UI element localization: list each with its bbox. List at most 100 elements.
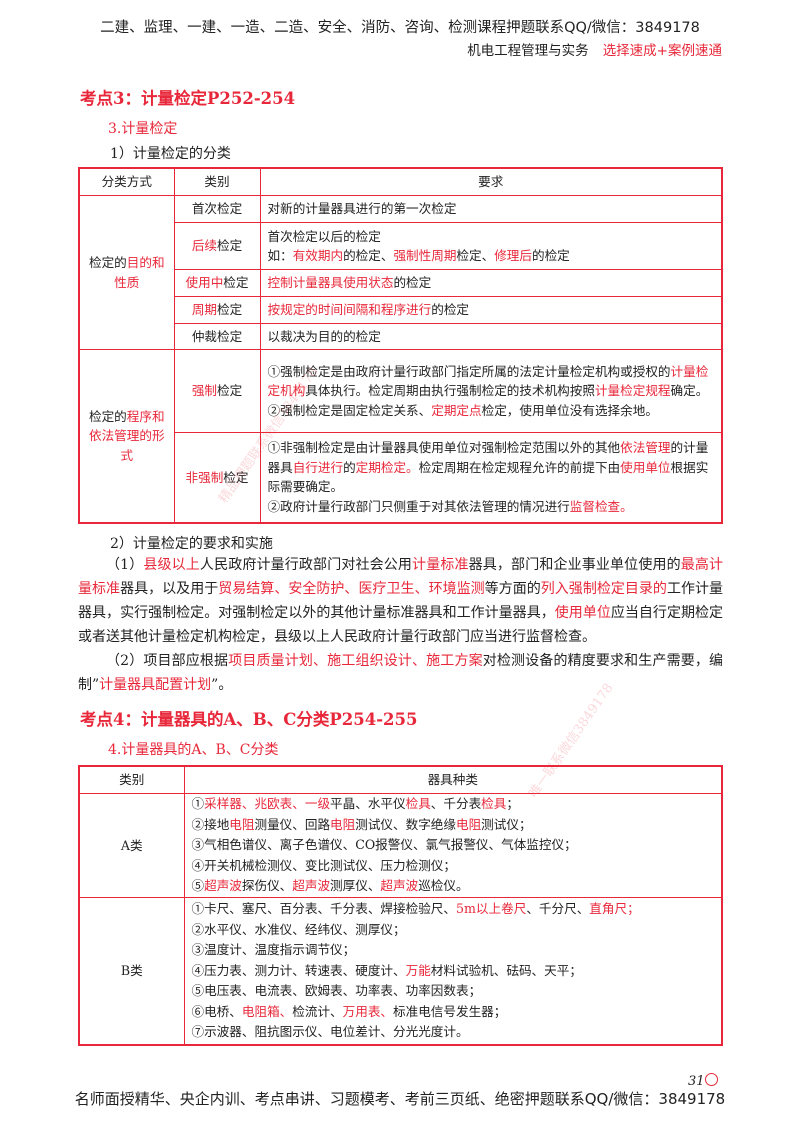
text-segment: 工作计量器具，实行强制检定。对强制检定以外的其他计量标准器具和工作计量器具， (78, 581, 724, 621)
highlighted-text: 计量器具配置计划 (99, 677, 212, 693)
page-number: 31 (688, 1074, 705, 1089)
requirement-line: ①强制检定是由政府计量行政部门指定所属的法定计量检定机构或授权的计量检定机构具体… (268, 362, 715, 401)
requirement-line: ②政府计量行政部门只侧重于对其依法管理的情况进行监督检查。 (268, 497, 715, 517)
section3-sub1: 1）计量检定的分类 (110, 146, 231, 162)
highlighted-text: 强制 (191, 383, 217, 399)
instrument-list-cell: ①采样器、兆欧表、一级平晶、水平仪检具、千分表检具； ②接地电阻测量仪、回路电阻测… (183, 793, 723, 898)
highlighted-text: 计量标准 (412, 557, 469, 573)
col-header: 要求 (259, 167, 723, 196)
requirement-cell: 控制计量器具使用状态的检定 (259, 269, 723, 297)
category-cell: 强制检定 (173, 349, 261, 433)
paragraph: （1）县级以上人民政府计量行政部门对社会公用计量标准器具，部门和企业事业单位使用… (78, 553, 723, 649)
requirement-line: 首次检定以后的检定 (268, 227, 715, 247)
highlighted-text: 控制计量器具使用状态 (267, 275, 394, 291)
text-segment: 的检定 (531, 248, 570, 263)
classification-method-cell: 检定的目的和性质 (78, 195, 175, 350)
highlighted-text: 使用中 (185, 275, 224, 291)
verification-classification-table: 分类方式 类别 要求 检定的目的和性质 首次检定 对新的计量器具进行的第一次检定 后续… (78, 167, 723, 524)
highlighted-text: 5m以上卷尺 (455, 901, 527, 916)
text-segment: ②强制检定是固定检定关系、 (267, 402, 432, 418)
text-segment: 标准电信号发生器； (393, 1003, 507, 1019)
table-row: 仲裁检定 以裁决为目的的检定 (79, 323, 723, 350)
table-row: B类 ①卡尺、塞尺、百分表、千分表、焊接检验尺、5m以上卷尺、千分尺、直角尺； ②水… (78, 896, 723, 1046)
highlighted-text: 电阻 (330, 816, 356, 832)
highlighted-text: 直角尺； (589, 901, 640, 916)
text-segment: ①强制检定是由政府计量行政部门指定所属的法定计量检定机构或授权的 (267, 363, 671, 379)
text-segment: ⑦示波器、阻抗图示仪、电位差计、分光光度计。 (191, 1024, 469, 1039)
table-row: 检定的目的和性质 首次检定 对新的计量器具进行的第一次检定 (78, 195, 723, 350)
highlighted-text: 周期 (191, 302, 217, 318)
highlighted-text: 超声波 (292, 878, 331, 893)
text-segment: 检定 (217, 302, 243, 318)
text-segment: 人民政府计量行政部门对社会公用 (199, 557, 413, 573)
text-segment: 测厚仪、 (330, 878, 381, 893)
requirement-cell: 按规定的时间间隔和程序进行的检定 (259, 296, 723, 324)
text-segment: ②政府计量行政部门只侧重于对其依法管理的情况进行 (267, 498, 570, 514)
col-header: 器具种类 (183, 765, 723, 794)
category-cell: 后续检定 (173, 222, 261, 270)
section4-subtitle: 4.计量器具的A、B、C分类 (108, 742, 279, 758)
text-segment: ③气相色谱仪、离子色谱仪、CO报警仪、氯气报警仪、气体监控仪； (191, 837, 577, 852)
text-segment: 检定 (217, 238, 243, 254)
requirement-cell: 以裁决为目的的检定 (259, 323, 723, 350)
text-segment: ⑥电桥、 (191, 1003, 242, 1019)
highlighted-text: 使用单位 (554, 605, 611, 621)
text-segment: 以裁决为目的的检定 (267, 328, 381, 344)
text-segment: 根据实际需要确定。 (267, 459, 709, 495)
text-segment: 确定。 (670, 383, 709, 399)
alarm-clock-icon (705, 1073, 718, 1086)
text-segment: ⑤电压表、电流表、欧姆表、功率表、功率因数表； (191, 983, 482, 998)
section3-sub2: 2）计量检定的要求和实施 (110, 536, 273, 552)
text-segment: 平晶、水平仪 (330, 796, 406, 811)
category-cell: 仲裁检定 (173, 323, 261, 350)
highlighted-text: 定期检定。 (355, 459, 419, 475)
instrument-line: ⑤超声波探伤仪、超声波测厚仪、超声波巡检仪。 (192, 876, 715, 897)
highlighted-text: 最高计量标准 (78, 557, 724, 597)
text-segment: 探伤仪、 (241, 878, 293, 893)
text-segment: 的检定 (393, 275, 432, 291)
highlighted-text: 计量检定规程 (594, 383, 671, 399)
requirement-line: 对新的计量器具进行的第一次检定 (268, 199, 715, 219)
highlighted-text: 程序和依法管理的形式 (88, 408, 165, 463)
text-segment: ① (191, 796, 205, 811)
highlighted-text: 依法管理 (620, 440, 671, 456)
col-header: 分类方式 (78, 167, 175, 196)
highlighted-text: 万能 (405, 962, 431, 978)
paragraph: （2）项目部应根据项目质量计划、施工组织设计、施工方案对检测设备的精度要求和生产… (78, 649, 723, 697)
requirement-cell: ①强制检定是由政府计量行政部门指定所属的法定计量检定机构或授权的计量检定机构具体… (259, 349, 723, 433)
text-segment: ④压力表、测力计、转速表、硬度计、 (191, 962, 406, 978)
highlighted-text: 非强制 (185, 469, 224, 485)
instrument-line: ⑤电压表、电流表、欧姆表、功率表、功率因数表； (192, 981, 715, 1002)
highlighted-text: 后续 (191, 238, 217, 254)
text-segment: 检定 (223, 469, 249, 485)
highlighted-text: 检具 (481, 796, 507, 811)
highlighted-text: 使用单位 (620, 459, 671, 475)
text-segment: 具体执行。检定周期由执行强制检定的技术机构按照 (305, 383, 595, 399)
text-segment: ”。 (211, 677, 233, 693)
highlighted-text: 电阻箱、 (241, 1003, 293, 1019)
text-segment: 的检定 (431, 302, 469, 318)
table-row: A类 ①采样器、兆欧表、一级平晶、水平仪检具、千分表检具； ②接地电阻测量仪、回路电… (78, 793, 723, 898)
highlighted-text: 电阻 (455, 816, 482, 832)
requirement-line: 按规定的时间间隔和程序进行的检定 (268, 300, 715, 320)
text-segment: 检定的 (88, 255, 127, 270)
highlighted-text: 项目质量计划、施工组织设计、施工方案 (228, 653, 483, 669)
category-cell: 使用中检定 (173, 269, 261, 297)
requirement-line: ②强制检定是固定检定关系、定期定点检定，使用单位没有选择余地。 (268, 401, 715, 421)
col-header: 类别 (173, 167, 261, 196)
text-segment: 测试仪、数字绝缘 (355, 816, 456, 832)
requirement-line: ①非强制检定是由计量器具使用单位对强制检定范围以外的其他依法管理的计量器具自行进… (268, 438, 715, 497)
requirement-cell: 首次检定以后的检定 如：有效期内的检定、强制性周期检定、修理后的检定 (259, 222, 723, 270)
requirements-paragraphs: （1）县级以上人民政府计量行政部门对社会公用计量标准器具，部门和企业事业单位使用… (78, 553, 723, 697)
highlighted-text: 万用表、 (342, 1003, 393, 1019)
text-segment: 检定、 (456, 248, 495, 263)
text-segment: ①卡尺、塞尺、百分表、千分表、焊接检验尺、 (191, 901, 456, 916)
instrument-line: ⑥电桥、电阻箱、检流计、万用表、标准电信号发生器； (192, 1002, 715, 1023)
text-segment: 的计量器具 (267, 440, 709, 475)
text-segment: 器具，以及用于 (120, 581, 219, 597)
abc-classification-table: 类别 器具种类 A类 ①采样器、兆欧表、一级平晶、水平仪检具、千分表检具； ②接地电… (78, 765, 723, 1046)
text-segment: 对新的计量器具进行的第一次检定 (267, 201, 457, 217)
requirement-cell: ①非强制检定是由计量器具使用单位对强制检定范围以外的其他依法管理的计量器具自行进… (259, 432, 723, 523)
instrument-line: ①采样器、兆欧表、一级平晶、水平仪检具、千分表检具； (192, 794, 715, 815)
text-segment: 等方面的 (484, 581, 541, 597)
